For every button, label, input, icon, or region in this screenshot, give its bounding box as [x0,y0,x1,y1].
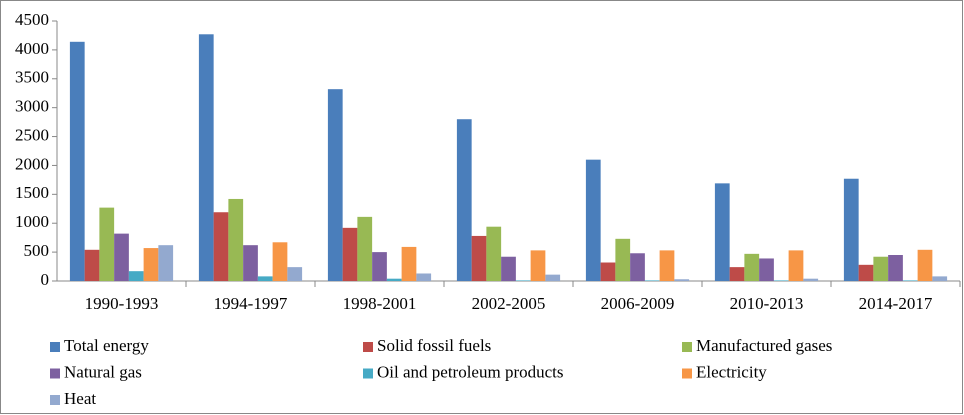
bar [287,267,303,281]
bar [471,235,487,281]
bar [644,280,660,281]
legend-label: Natural gas [64,362,142,381]
bar [515,280,531,281]
x-tick-label: 2010-2013 [730,294,804,313]
bar [416,273,432,281]
bar [128,271,144,281]
legend-swatch [50,368,60,379]
x-tick-label: 1990-1993 [85,294,159,313]
legend-label: Manufactured gases [696,336,832,355]
legend-swatch [682,342,692,352]
bar [917,249,933,281]
x-tick-label: 1998-2001 [343,294,417,313]
bar [158,245,174,281]
legend-swatch [50,342,60,352]
bar [615,238,631,281]
y-tick-label: 2000 [15,154,49,173]
bar [773,280,789,281]
legend-label: Heat [64,389,96,408]
legend-label: Total energy [64,336,149,355]
bar [630,253,645,281]
bar [888,255,903,281]
y-tick-label: 4500 [15,10,49,29]
bar [545,274,561,281]
bar [744,253,760,281]
bar [99,207,115,281]
bar [902,280,918,281]
legend-swatch [363,342,373,352]
bar [84,249,100,281]
bar [486,226,502,281]
bar [585,159,601,281]
bar [600,262,616,281]
bar [114,233,129,281]
bar [659,250,675,281]
bar [228,198,244,281]
y-tick-label: 3000 [15,97,49,116]
bar [342,227,358,281]
x-tick-label: 2006-2009 [601,294,675,313]
bar [257,276,273,281]
legend-label: Oil and petroleum products [377,362,564,381]
bar [759,258,774,281]
bar [372,252,387,281]
bar [386,278,402,281]
bar [674,279,690,281]
bar [213,212,229,281]
legend-swatch [50,395,60,405]
bar [843,178,859,281]
y-tick-label: 2500 [15,125,49,144]
bar [873,256,889,281]
y-tick-label: 4000 [15,39,49,58]
x-tick-label: 2014-2017 [859,294,933,313]
bar [456,119,472,281]
bar [143,248,159,281]
y-tick-label: 3500 [15,68,49,87]
y-tick-label: 1500 [15,183,49,202]
bar [401,246,417,281]
bar [788,250,804,281]
bar [858,264,874,281]
bar [501,256,516,281]
legend-label: Electricity [696,362,767,381]
bar [357,216,373,281]
y-tick-label: 0 [41,270,50,289]
legend-swatch [363,368,373,379]
y-tick-label: 500 [24,241,50,260]
bar [327,89,343,281]
y-tick-label: 1000 [15,212,49,231]
bar [243,245,258,281]
legend-swatch [682,368,692,379]
bar [803,278,819,281]
bar [530,250,546,281]
bar [198,34,214,282]
bar [714,183,730,281]
bar [272,242,288,281]
x-tick-label: 1994-1997 [214,294,288,313]
bar [69,41,85,281]
bar [729,267,745,281]
bar [932,276,948,281]
legend-label: Solid fossil fuels [377,336,491,355]
x-tick-label: 2002-2005 [472,294,546,313]
